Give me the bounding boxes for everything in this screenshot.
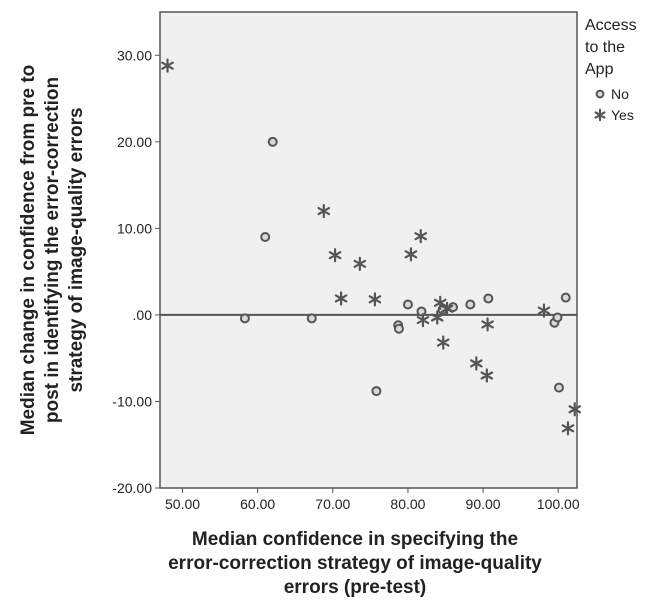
ticks-layer: 30.00 20.00 10.00 .00 -10.00 -20.00 50.00 60.00… [112,47,580,512]
x-tick-label: 90.00 [466,496,501,512]
data-point-yes [430,310,444,325]
titles-layer: Median confidence in specifying the error… [18,65,542,598]
legend-title-line: Access [585,17,637,34]
data-point-no [560,292,571,303]
y-tick-label: -10.00 [112,393,152,409]
data-point-yes [317,203,331,219]
x-axis-title-line: error-correction strategy of image-quali… [168,553,542,574]
data-point-no [483,293,494,304]
y-axis-title-line: strategy of image-quality errors [66,107,87,392]
legend-label-yes: Yes [611,107,634,123]
data-point-yes [433,295,447,310]
data-point-yes [470,356,483,371]
y-tick-label: -20.00 [112,480,152,496]
data-point-yes [334,291,348,306]
data-point-yes [480,368,494,383]
data-point-no [416,306,427,317]
data-point-no [465,299,476,310]
data-point-no [239,313,250,324]
data-point-no [402,299,413,310]
plot-area [159,11,578,489]
x-tick-label: 70.00 [315,496,350,512]
data-point-yes [537,303,551,318]
y-tick-label: 10.00 [117,220,152,236]
data-point-yes [436,335,450,350]
data-point-yes [404,247,418,262]
data-point-yes [416,313,430,328]
y-tick-label: 30.00 [117,47,152,63]
data-point-yes [414,229,428,244]
data-point-yes [161,58,174,73]
x-axis-title-line: errors (pre-test) [284,577,427,598]
x-axis-title-line: Median confidence in specifying the [192,529,518,550]
data-point-no [306,313,317,324]
points-layer [161,58,582,436]
data-point-yes [561,421,575,436]
data-point-no [393,323,404,334]
data-point-no [552,312,563,323]
x-tick-label: 100.00 [537,496,580,512]
legend-label-no: No [611,86,629,102]
data-point-no [371,386,382,397]
legend-title-line: to the [585,39,625,56]
y-tick-label: 20.00 [117,134,152,150]
legend-marker-yes [594,108,606,122]
x-tick-label: 60.00 [240,496,275,512]
x-tick-label: 80.00 [390,496,425,512]
legend-layer: Access to the App No Yes [585,17,637,123]
data-point-yes [328,248,342,263]
data-point-no [553,382,564,393]
x-tick-label: 50.00 [165,496,200,512]
y-tick-label: .00 [133,307,153,323]
data-point-yes [481,317,494,332]
data-point-yes [368,292,382,307]
y-axis-title-line: Median change in confidence from pre to [18,65,39,436]
data-point-yes [440,301,454,316]
plot-layer [159,11,578,489]
data-point-yes [353,256,367,271]
legend-marker-no [595,89,605,99]
y-axis-title-line: post in identifying the error-correction [42,77,63,423]
data-point-no [260,232,271,243]
legend-title-line: App [585,61,614,78]
data-point-yes [568,402,582,417]
data-point-no [267,136,278,147]
